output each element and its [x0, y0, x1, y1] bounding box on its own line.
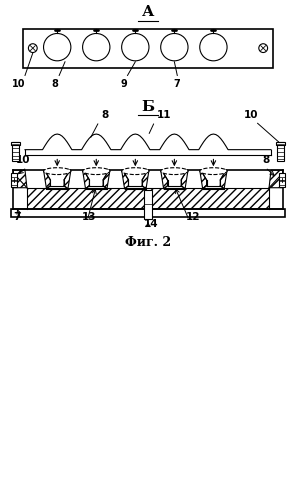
- Text: 8: 8: [52, 80, 59, 90]
- Polygon shape: [83, 170, 89, 188]
- Circle shape: [200, 34, 227, 61]
- Text: 8: 8: [262, 156, 269, 166]
- Text: Б: Б: [141, 100, 155, 114]
- Text: 13: 13: [82, 212, 96, 222]
- Circle shape: [44, 34, 71, 61]
- Text: 10: 10: [244, 110, 258, 120]
- Circle shape: [161, 34, 188, 61]
- Circle shape: [28, 44, 37, 52]
- Ellipse shape: [83, 168, 110, 174]
- Bar: [11, 173, 17, 187]
- Polygon shape: [142, 170, 149, 188]
- Bar: [23, 28, 273, 68]
- Text: 7: 7: [13, 212, 21, 222]
- Text: 12: 12: [186, 212, 201, 222]
- Polygon shape: [220, 170, 227, 188]
- Polygon shape: [200, 170, 207, 188]
- Bar: [144, 190, 152, 219]
- Circle shape: [83, 34, 110, 61]
- Text: А: А: [142, 5, 154, 19]
- Polygon shape: [181, 170, 188, 188]
- Text: 7: 7: [173, 80, 180, 90]
- Text: 14: 14: [144, 218, 159, 228]
- Polygon shape: [64, 170, 71, 188]
- Text: 9: 9: [120, 80, 127, 90]
- Text: 11: 11: [157, 110, 171, 120]
- Ellipse shape: [161, 168, 188, 174]
- Polygon shape: [269, 170, 283, 188]
- Text: 10: 10: [16, 156, 31, 166]
- Bar: [11, 142, 20, 145]
- Circle shape: [122, 34, 149, 61]
- Polygon shape: [122, 170, 128, 188]
- Polygon shape: [161, 170, 168, 188]
- Text: Фиг. 2: Фиг. 2: [125, 236, 171, 248]
- Bar: [276, 142, 285, 145]
- Ellipse shape: [44, 168, 71, 174]
- Text: 10: 10: [12, 80, 26, 90]
- Bar: [11, 209, 285, 217]
- Polygon shape: [103, 170, 110, 188]
- Bar: [27, 188, 269, 209]
- Circle shape: [259, 44, 268, 52]
- Bar: [279, 173, 285, 187]
- Ellipse shape: [200, 168, 227, 174]
- Polygon shape: [13, 170, 27, 188]
- Ellipse shape: [122, 168, 149, 174]
- Bar: [277, 142, 284, 162]
- Text: 8: 8: [101, 110, 108, 120]
- Polygon shape: [44, 170, 50, 188]
- Bar: [12, 142, 19, 162]
